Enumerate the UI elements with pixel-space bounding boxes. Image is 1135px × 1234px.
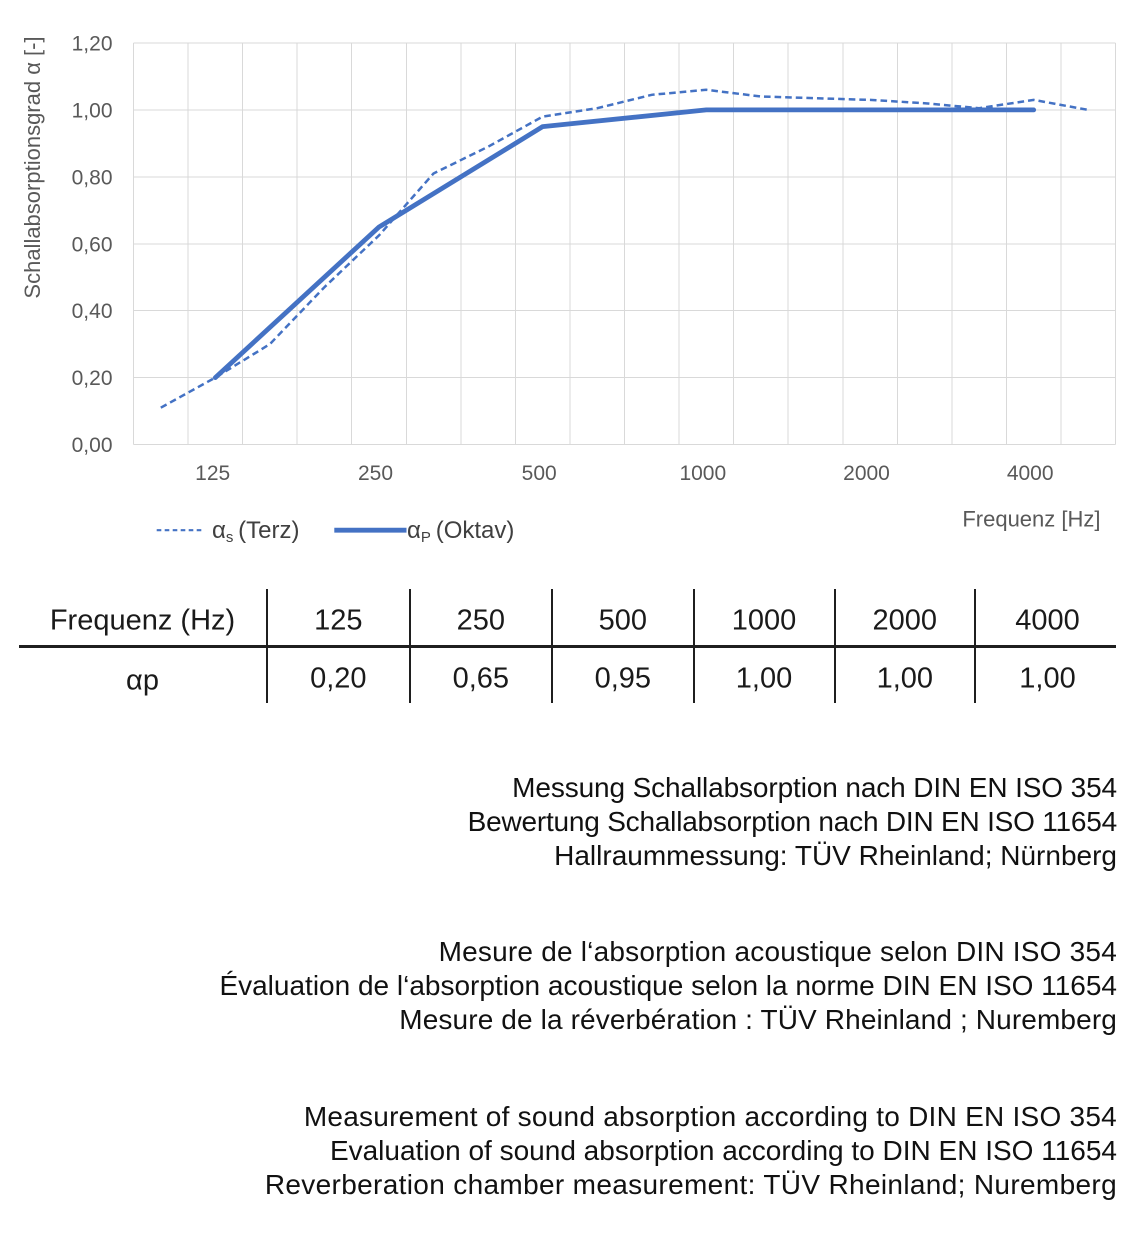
svg-text:1,00: 1,00 xyxy=(72,99,113,122)
svg-text:1000: 1000 xyxy=(679,462,726,485)
svg-text:1,20: 1,20 xyxy=(72,33,113,56)
svg-text:αs (Terz): αs (Terz) xyxy=(212,517,300,546)
svg-text:4000: 4000 xyxy=(1007,462,1054,485)
svg-text:Frequenz [Hz]: Frequenz [Hz] xyxy=(962,507,1100,532)
svg-text:0,20: 0,20 xyxy=(72,367,113,390)
svg-text:0,80: 0,80 xyxy=(72,166,113,189)
svg-text:0,00: 0,00 xyxy=(72,434,113,457)
svg-text:0,40: 0,40 xyxy=(72,300,113,323)
svg-text:αP (Oktav): αP (Oktav) xyxy=(407,517,514,546)
svg-text:500: 500 xyxy=(522,462,557,485)
svg-text:2000: 2000 xyxy=(843,462,890,485)
svg-text:Schallabsorptionsgrad α [-]: Schallabsorptionsgrad α [-] xyxy=(20,36,45,298)
svg-text:125: 125 xyxy=(195,462,230,485)
svg-text:0,60: 0,60 xyxy=(72,233,113,256)
svg-text:250: 250 xyxy=(358,462,393,485)
